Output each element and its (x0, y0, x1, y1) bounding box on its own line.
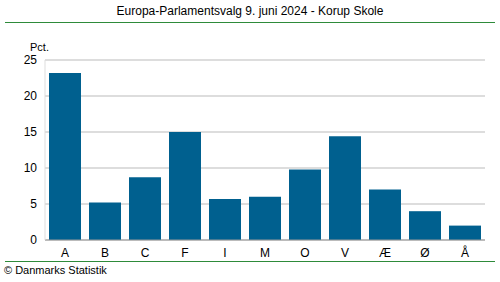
html-text:© Danmarks Statistik: © Danmarks Statistik (4, 264, 107, 276)
svg-text:5: 5 (30, 197, 37, 211)
svg-text:C: C (141, 246, 150, 260)
svg-text:M: M (260, 246, 270, 260)
svg-text:F: F (181, 246, 188, 260)
svg-text:20: 20 (24, 89, 38, 103)
svg-text:10: 10 (24, 161, 38, 175)
svg-text:V: V (341, 246, 349, 260)
svg-text:I: I (223, 246, 226, 260)
svg-text:15: 15 (24, 125, 38, 139)
html-text:Europa-Parlamentsvalg 9. juni: Europa-Parlamentsvalg 9. juni 2024 - Kor… (116, 4, 384, 18)
svg-text:Ø: Ø (420, 246, 429, 260)
svg-text:O: O (300, 246, 309, 260)
svg-text:Æ: Æ (379, 246, 391, 260)
svg-text:B: B (101, 246, 109, 260)
svg-text:Å: Å (461, 245, 469, 260)
html-text:Pct.: Pct. (30, 41, 49, 53)
svg-text:25: 25 (24, 53, 38, 67)
svg-text:A: A (61, 246, 69, 260)
svg-text:0: 0 (30, 233, 37, 247)
